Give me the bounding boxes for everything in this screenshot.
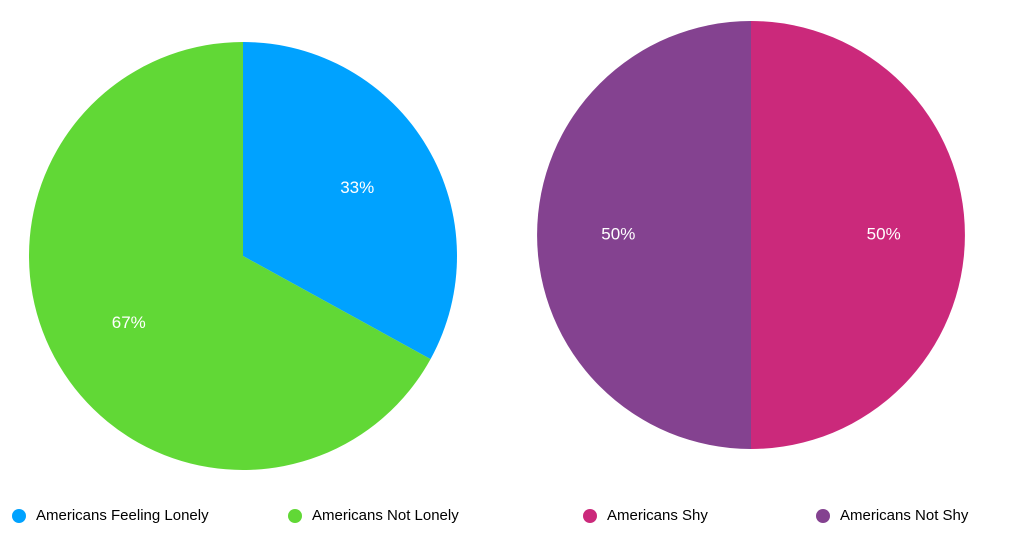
- legend-item-americans-not-shy: Americans Not Shy: [816, 507, 968, 524]
- legend-label-lonely: Americans Feeling Lonely: [36, 507, 209, 524]
- legend-item-americans-not-lonely: Americans Not Lonely: [288, 507, 459, 524]
- legend-item-americans-shy: Americans Shy: [583, 507, 708, 524]
- pie2-slice-2-label: 50%: [601, 224, 635, 243]
- pie1-slice-1: [243, 42, 457, 360]
- legend-swatch-not-lonely: [288, 508, 302, 523]
- legend-item-americans-feeling-lonely: Americans Feeling Lonely: [12, 507, 209, 524]
- pie2-slice-1: [751, 21, 965, 449]
- pie1-slice-2-label: 67%: [112, 313, 146, 332]
- pie2-slice-2: [537, 21, 751, 449]
- legend-label-shy: Americans Shy: [607, 507, 708, 524]
- legend-swatch-lonely: [12, 508, 26, 523]
- legend-label-not-shy: Americans Not Shy: [840, 507, 969, 524]
- legend-label-not-lonely: Americans Not Lonely: [312, 507, 459, 524]
- legend-swatch-not-shy: [816, 508, 830, 523]
- pie1-slice-1-label: 33%: [340, 178, 374, 197]
- pie2-slice-1-label: 50%: [867, 224, 901, 243]
- pie1-slice-2: [28, 42, 431, 470]
- legend-swatch-shy: [583, 508, 597, 523]
